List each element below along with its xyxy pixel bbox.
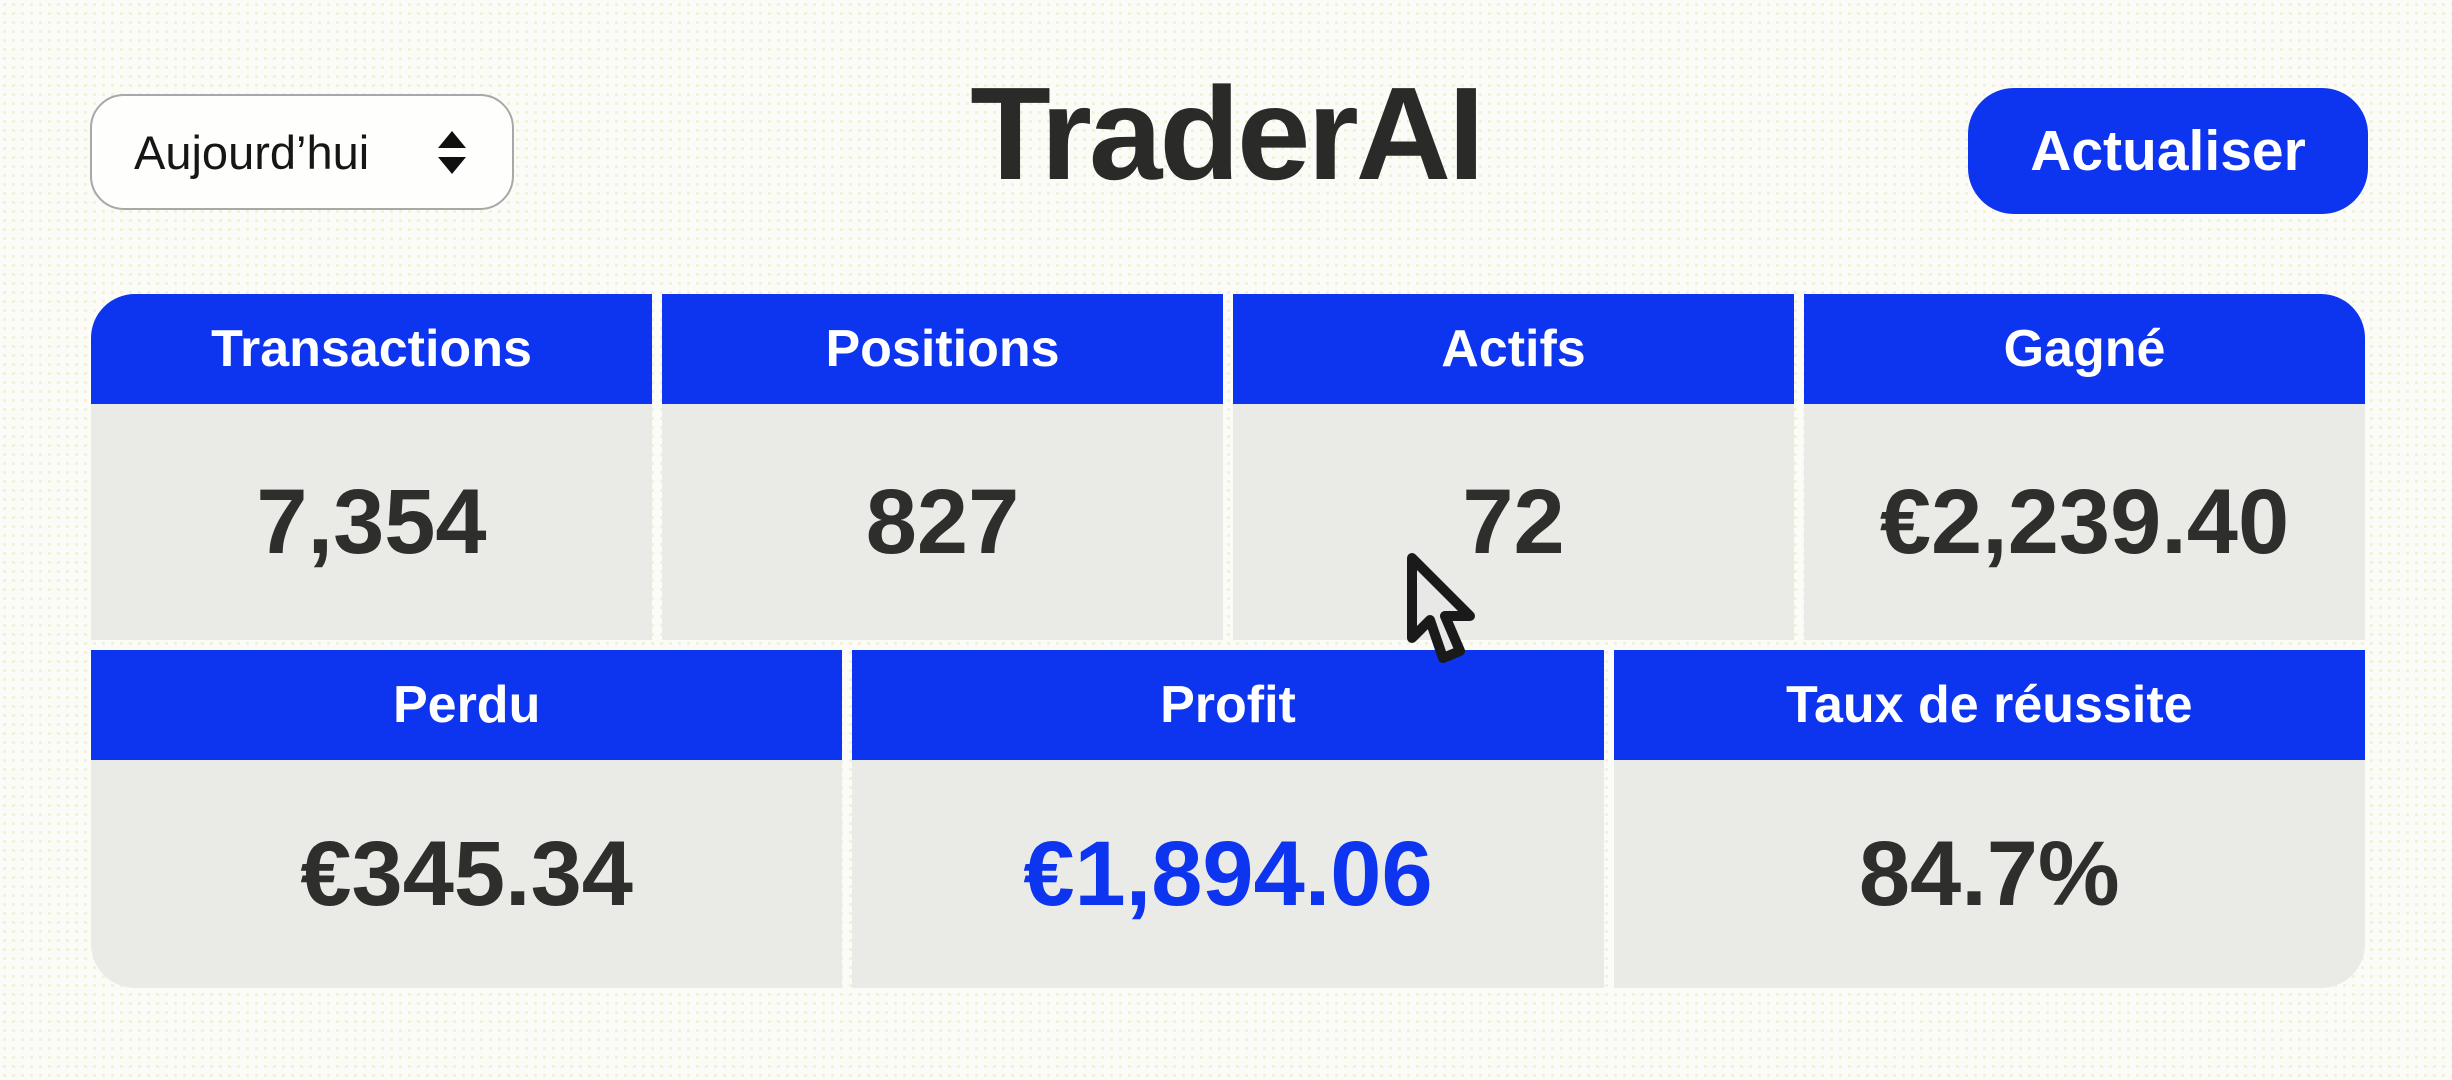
stat-card-gagne: Gagné €2,239.40	[1804, 294, 2365, 640]
stat-body-gagne: €2,239.40	[1804, 404, 2365, 640]
stat-body-perdu: €345.34	[91, 760, 843, 988]
refresh-button[interactable]: Actualiser	[1968, 88, 2368, 214]
stat-header-gagne: Gagné	[1804, 294, 2365, 404]
stat-header-taux-de-reussite: Taux de réussite	[1613, 650, 2365, 760]
stat-card-perdu: Perdu €345.34	[91, 650, 843, 988]
stat-body-actifs: 72	[1233, 404, 1794, 640]
stat-value-taux-de-reussite: 84.7%	[1858, 822, 2120, 925]
stat-header-actifs: Actifs	[1233, 294, 1794, 404]
stat-body-transactions: 7,354	[91, 404, 652, 640]
stats-row-1: Transactions 7,354 Positions 827 Actifs …	[91, 294, 2365, 640]
stat-card-transactions: Transactions 7,354	[91, 294, 652, 640]
select-updown-icon	[438, 130, 466, 174]
period-select-value: Aujourd’hui	[134, 125, 370, 179]
stat-value-actifs: 72	[1462, 470, 1565, 573]
stat-value-perdu: €345.34	[300, 822, 633, 925]
page-title: TraderAI	[970, 60, 1485, 207]
stat-header-profit: Profit	[852, 650, 1604, 760]
stat-value-transactions: 7,354	[256, 470, 487, 573]
stat-card-taux-de-reussite: Taux de réussite 84.7%	[1613, 650, 2365, 988]
stat-card-profit: Profit €1,894.06	[852, 650, 1604, 988]
stat-body-positions: 827	[662, 404, 1223, 640]
stat-card-actifs: Actifs 72	[1233, 294, 1794, 640]
stat-header-perdu: Perdu	[91, 650, 843, 760]
stat-card-positions: Positions 827	[662, 294, 1223, 640]
stat-value-gagne: €2,239.40	[1879, 470, 2290, 573]
stat-value-positions: 827	[865, 470, 1020, 573]
stat-header-positions: Positions	[662, 294, 1223, 404]
period-select[interactable]: Aujourd’hui	[90, 94, 514, 210]
stat-body-profit: €1,894.06	[852, 760, 1604, 988]
stat-value-profit: €1,894.06	[1023, 822, 1433, 925]
stat-header-transactions: Transactions	[91, 294, 652, 404]
stat-body-taux-de-reussite: 84.7%	[1613, 760, 2365, 988]
stats-row-2: Perdu €345.34 Profit €1,894.06 Taux de r…	[91, 650, 2365, 988]
